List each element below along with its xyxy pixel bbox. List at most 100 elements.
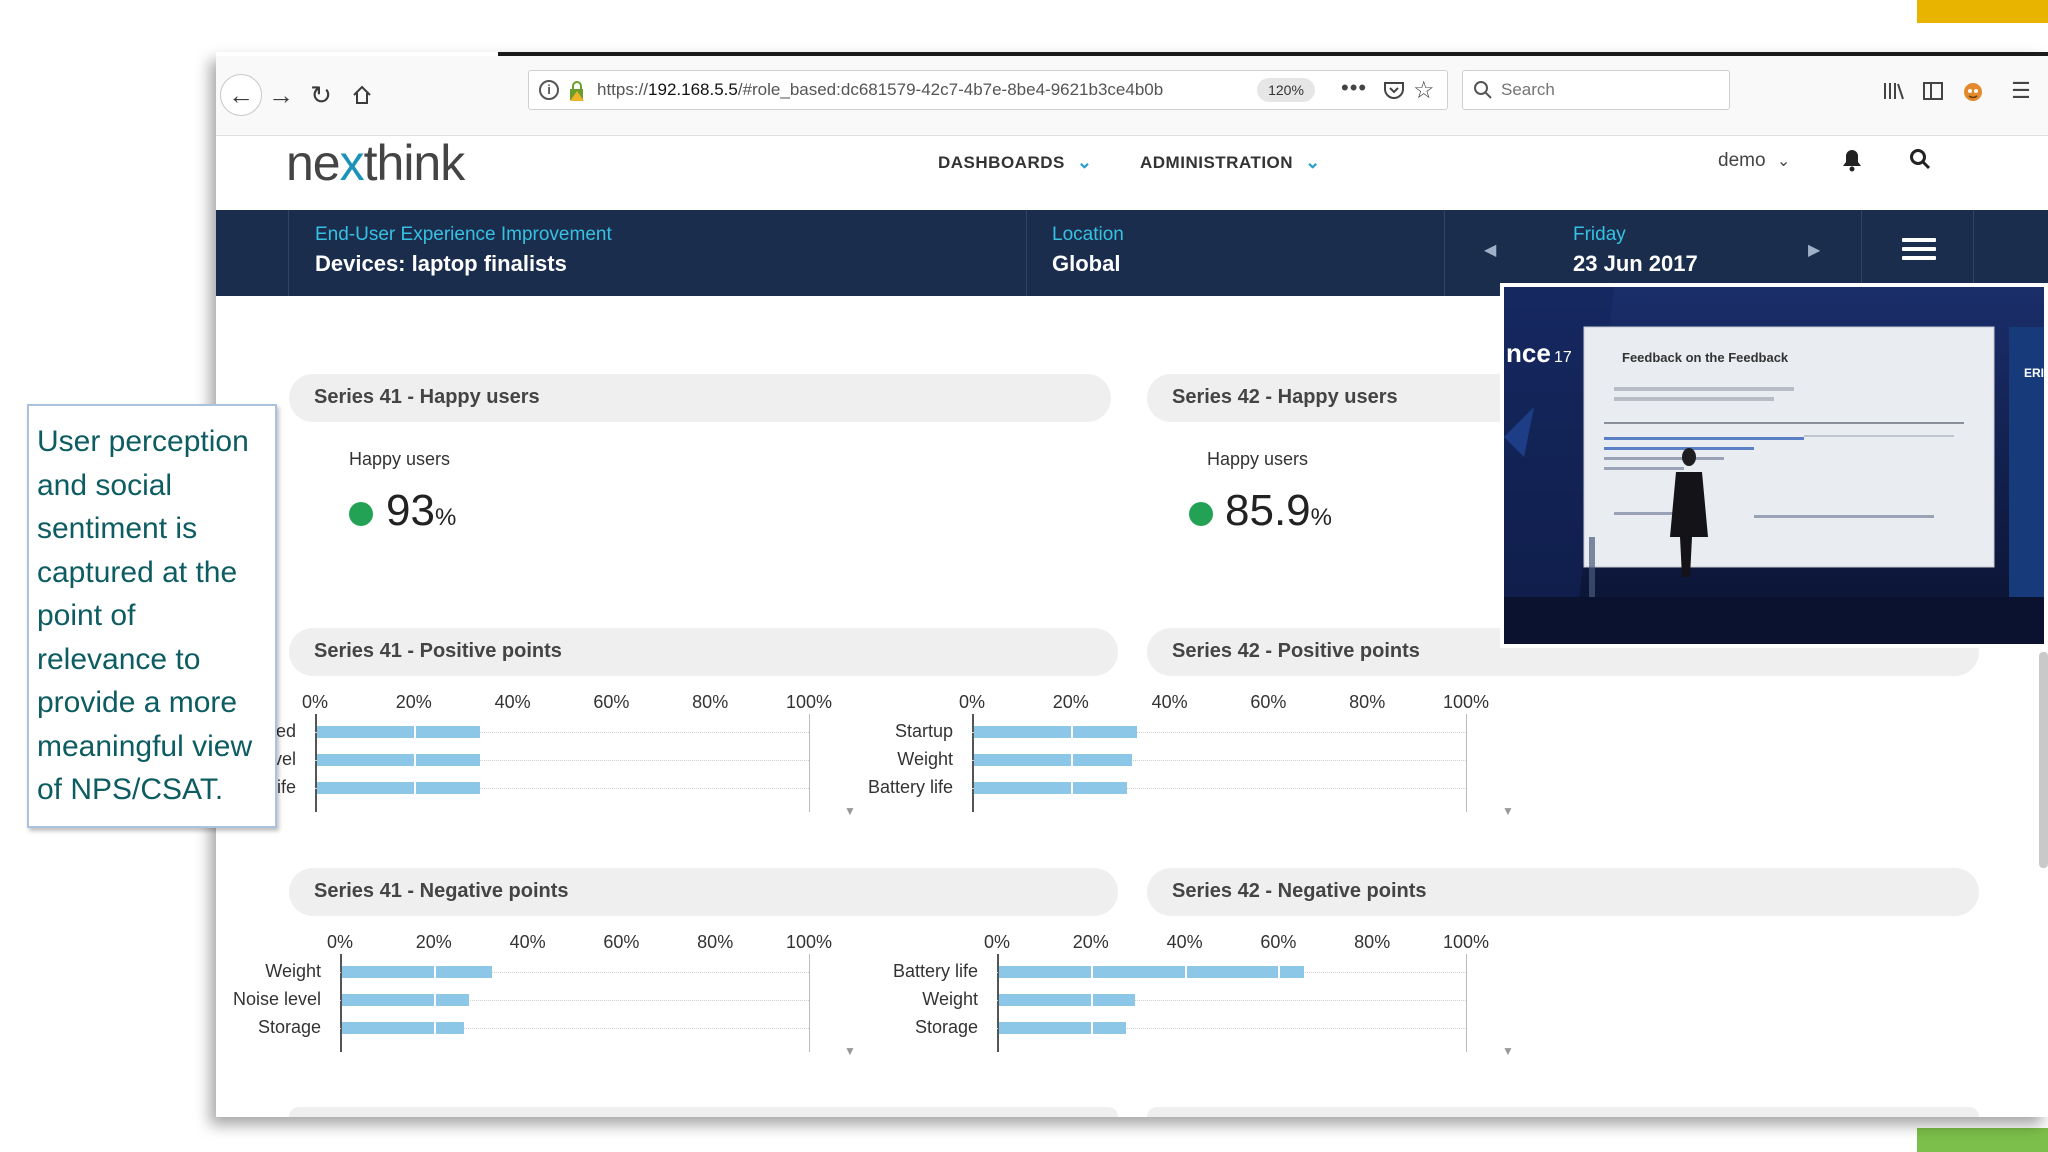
tab-strip-line: [498, 52, 2048, 56]
page-scrollbar[interactable]: [2039, 652, 2048, 868]
chevron-down-icon: ⌄: [1776, 153, 1791, 170]
annotation-callout: User perception and social sentiment is …: [27, 404, 277, 828]
data-bar[interactable]: [974, 726, 1138, 738]
nexthink-logo[interactable]: nexthink: [286, 135, 465, 191]
scroll-down-icon[interactable]: ▼: [1502, 1044, 1514, 1058]
scroll-down-icon[interactable]: ▼: [844, 1044, 856, 1058]
reload-icon[interactable]: ↻: [310, 79, 332, 110]
back-icon[interactable]: ←: [220, 74, 262, 116]
row-gridline: [972, 760, 1466, 761]
browser-search-field[interactable]: [1462, 70, 1730, 110]
widget-header[interactable]: Series 41 - Negative points: [289, 868, 1118, 916]
max-gridline: [1466, 714, 1467, 812]
gridline-notch: [1090, 966, 1093, 978]
menu-icon[interactable]: ☰: [2011, 78, 2031, 103]
category-label: Weight: [265, 961, 321, 981]
axis-tick-label: 20%: [1072, 932, 1109, 952]
gridline-notch: [1070, 782, 1073, 794]
y-axis-line: [340, 954, 342, 1052]
dashboard-title[interactable]: End-User Experience Improvement: [315, 224, 612, 245]
home-icon[interactable]: [341, 74, 383, 116]
category-label: Battery life: [892, 961, 978, 981]
user-menu[interactable]: demo ⌄: [1718, 150, 1791, 171]
data-bar[interactable]: [342, 1022, 464, 1034]
speaker-video: Feedback on the Feedback nce 17 ERI: [1500, 283, 2048, 648]
widget-header[interactable]: Series 41 - Happy users: [289, 374, 1111, 422]
data-bar[interactable]: [999, 966, 1304, 978]
address-bar[interactable]: i https://192.168.5.5/#role_based:dc6815…: [528, 70, 1448, 110]
info-icon[interactable]: i: [539, 80, 559, 100]
hamburger-icon[interactable]: [1902, 238, 1936, 264]
widget-header[interactable]: Series 42 - Positive points: [1147, 628, 1979, 676]
axis-tick-label: 100%: [1442, 692, 1490, 712]
axis-tick-label: 80%: [1354, 932, 1391, 952]
status-dot: [1189, 502, 1213, 526]
forward-icon[interactable]: →: [268, 79, 294, 110]
date-value[interactable]: 23 Jun 2017: [1573, 251, 1698, 276]
location-value[interactable]: Global: [1052, 251, 1121, 276]
slide-corner-accent: [1917, 0, 2048, 23]
search-icon[interactable]: [1909, 148, 1931, 177]
nav-dashboards[interactable]: DASHBOARDS ⌄: [938, 152, 1093, 172]
gridline-notch: [1070, 726, 1073, 738]
library-icon[interactable]: [1879, 76, 1909, 106]
data-bar[interactable]: [317, 726, 481, 738]
category-label: Weight: [922, 989, 978, 1009]
pocket-icon[interactable]: [1383, 80, 1405, 105]
y-axis-line: [315, 714, 317, 812]
data-bar[interactable]: [974, 782, 1128, 794]
axis-tick-label: 80%: [697, 932, 734, 952]
data-bar[interactable]: [999, 994, 1135, 1006]
axis-tick-label: 60%: [1250, 692, 1287, 712]
row-gridline: [340, 1028, 809, 1029]
browser-search-input[interactable]: [1501, 79, 1721, 101]
bar-chart-negative-42: 0% 20% 40% 60% 80% 100% Battery life Weight Stor…: [216, 932, 2016, 1117]
axis-tick-label: 0%: [958, 692, 986, 712]
metric-value: 93%: [386, 486, 457, 535]
data-bar[interactable]: [342, 966, 493, 978]
zoom-level-badge[interactable]: 120%: [1257, 78, 1315, 102]
axis-tick-label: 20%: [395, 692, 432, 712]
max-gridline: [1466, 954, 1467, 1052]
widget-header[interactable]: Series 41 - Positive points: [289, 628, 1118, 676]
scroll-down-icon[interactable]: ▼: [844, 804, 856, 818]
context-bar: End-User Experience Improvement Devices:…: [216, 210, 2048, 296]
slide-corner-accent-bottom: [1917, 1128, 2048, 1152]
data-bar[interactable]: [974, 754, 1133, 766]
data-bar[interactable]: [317, 754, 481, 766]
row-gridline: [315, 760, 809, 761]
url-text[interactable]: https://192.168.5.5/#role_based:dc681579…: [597, 80, 1164, 99]
next-date-icon[interactable]: ▶: [1808, 242, 1821, 259]
conference-brand-text: nce: [1506, 338, 1551, 368]
data-bar[interactable]: [317, 782, 481, 794]
lock-icon[interactable]: [567, 80, 587, 107]
row-gridline: [340, 1000, 809, 1001]
gridline-notch: [1184, 966, 1187, 978]
gridline-notch: [1090, 994, 1093, 1006]
data-bar[interactable]: [342, 994, 469, 1006]
axis-tick-label: 40%: [1151, 692, 1188, 712]
right-edge-text: ERI: [2024, 366, 2044, 380]
sidebar-icon[interactable]: [1918, 76, 1948, 106]
nav-administration[interactable]: ADMINISTRATION ⌄: [1140, 152, 1321, 172]
axis-tick-label: 20%: [1052, 692, 1089, 712]
bell-icon[interactable]: [1841, 148, 1863, 179]
axis-tick-label: 0%: [326, 932, 354, 952]
conference-stage-image: Feedback on the Feedback nce 17 ERI: [1504, 287, 2044, 644]
bar-chart-positive-42: 0% 20% 40% 60% 80% 100% Startup Weight Battery l…: [216, 692, 2016, 892]
previous-date-icon[interactable]: ◀: [1484, 242, 1497, 259]
y-axis-line: [972, 714, 974, 812]
max-gridline: [809, 954, 810, 1052]
location-label: Location: [1052, 224, 1124, 245]
axis-tick-label: 60%: [603, 932, 640, 952]
more-icon[interactable]: •••: [1341, 75, 1368, 100]
search-icon: [1473, 80, 1493, 105]
gridline-notch: [1278, 966, 1281, 978]
bookmark-star-icon[interactable]: ☆: [1413, 77, 1435, 104]
widget-header[interactable]: Series 42 - Negative points: [1147, 868, 1979, 916]
scroll-down-icon[interactable]: ▼: [1502, 804, 1514, 818]
data-bar[interactable]: [999, 1022, 1126, 1034]
bar-chart-negative-41: 0% 20% 40% 60% 80% 100% Weight Noise level Stora…: [216, 932, 1116, 1117]
extension-icon[interactable]: [1958, 76, 1988, 106]
gridline-notch: [433, 994, 436, 1006]
